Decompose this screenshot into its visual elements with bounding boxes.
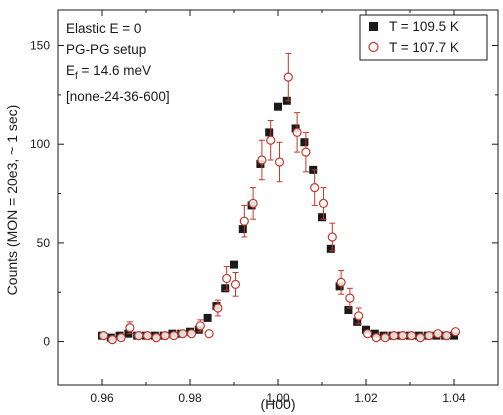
data-point-circle (398, 331, 408, 341)
annotation-block: Elastic E = 0 PG-PG setup Ef = 14.6 meV … (66, 21, 170, 104)
annotation-elastic: Elastic E = 0 (66, 21, 141, 36)
data-point-circle (134, 331, 144, 341)
data-point-circle (125, 323, 135, 333)
x-axis-label: (H00) (260, 396, 295, 412)
legend-marker-filled-square (369, 22, 378, 31)
data-point-circle (310, 183, 320, 193)
legend: T = 109.5 K T = 107.7 K (359, 14, 488, 61)
y-axis-label: Counts (MON = 20e3, ~ 1 sec) (4, 105, 20, 296)
y-tick-label: 150 (30, 39, 50, 53)
data-point-circle (239, 216, 249, 226)
data-point-square (318, 213, 326, 222)
data-marks (98, 52, 461, 345)
data-point-circle (169, 331, 179, 341)
data-point-circle (142, 331, 153, 341)
data-point-circle (380, 333, 390, 343)
data-point-circle (274, 157, 285, 167)
data-point-circle (248, 198, 258, 209)
data-point-square (353, 317, 362, 326)
data-point-square (274, 102, 282, 111)
data-point-square (344, 306, 353, 314)
legend-label-series-1: T = 109.5 K (389, 19, 459, 34)
data-point-circle (283, 72, 293, 82)
annotation-config: [none-24-36-600] (66, 89, 170, 104)
legend-marker-open-circle (368, 41, 379, 53)
y-tick-label: 0 (43, 335, 50, 349)
data-point-circle (186, 329, 197, 339)
data-point-square (265, 128, 274, 137)
series-2-circles (98, 52, 461, 345)
data-point-circle (327, 232, 337, 242)
y-tick-label: 50 (37, 236, 51, 250)
x-tick-label: 1.02 (354, 391, 378, 405)
data-point-circle (230, 279, 241, 289)
data-point-square (203, 313, 212, 322)
data-point-circle (354, 311, 364, 321)
data-point-circle (222, 273, 232, 284)
annotation-ef-main: E (66, 63, 75, 78)
data-point-circle (151, 333, 161, 343)
x-tick-label: 1.04 (442, 391, 466, 405)
data-point-circle (345, 293, 355, 303)
plot-background (58, 10, 498, 385)
annotation-ef: Ef = 14.6 meV (66, 63, 151, 82)
legend-label-series-2: T = 107.7 K (389, 40, 459, 55)
x-tick-label: 1.00 (266, 391, 290, 405)
annotation-ef-sub: f (75, 71, 78, 82)
annotation-setup: PG-PG setup (66, 42, 146, 57)
axes: 0.96 0.98 1.00 1.02 1.04 0 50 100 150 (30, 9, 499, 405)
data-point-circle (415, 333, 425, 343)
data-point-circle (406, 331, 417, 341)
data-point-circle (318, 198, 329, 209)
x-tick-label: 0.96 (90, 391, 114, 405)
data-point-circle (266, 135, 276, 145)
data-point-circle (292, 127, 302, 137)
data-point-square (238, 225, 247, 234)
data-point-circle (433, 329, 443, 339)
data-point-circle (450, 327, 461, 337)
data-point-circle (442, 331, 452, 341)
data-point-circle (371, 333, 381, 343)
data-point-circle (301, 147, 311, 157)
data-point-circle (160, 331, 170, 341)
data-point-circle (213, 303, 223, 313)
data-point-square (300, 138, 309, 147)
data-point-circle (336, 277, 346, 287)
y-tick-label: 100 (30, 137, 50, 151)
data-point-circle (204, 329, 214, 339)
plot-area (58, 10, 498, 385)
data-point-circle (424, 331, 434, 341)
data-point-square (221, 284, 230, 293)
x-tick-label: 0.98 (178, 391, 202, 405)
data-point-square (230, 260, 238, 269)
data-point-circle (178, 329, 188, 339)
data-point-circle (257, 155, 267, 165)
data-point-circle (195, 321, 205, 331)
data-point-square (326, 244, 335, 253)
legend-box (359, 14, 488, 61)
data-point-circle (116, 333, 126, 343)
annotation-ef-rest: = 14.6 meV (78, 63, 151, 78)
data-point-circle (98, 331, 109, 341)
data-point-circle (389, 331, 399, 341)
data-point-circle (107, 335, 117, 345)
data-point-circle (362, 329, 373, 339)
